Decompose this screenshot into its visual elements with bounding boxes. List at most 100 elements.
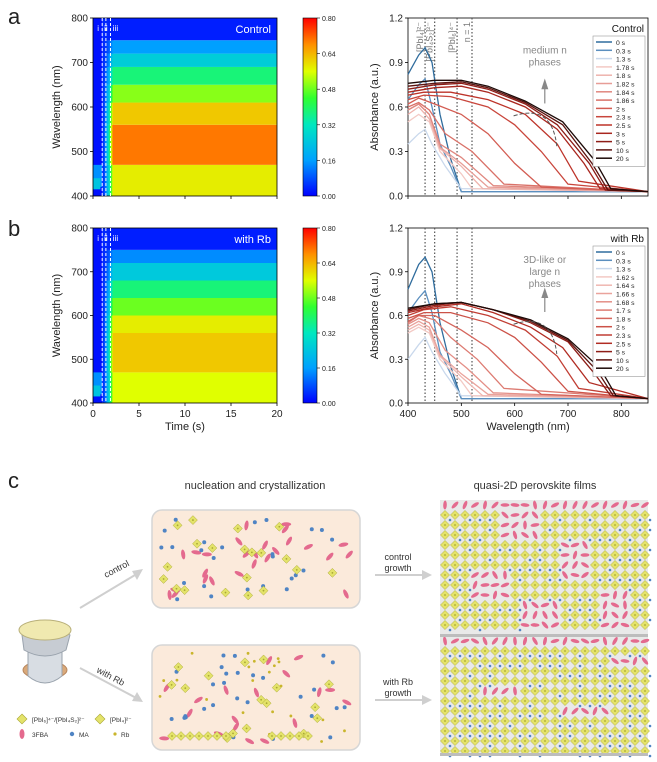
octahedron-center [316,717,319,720]
rb-ion [320,740,323,743]
octahedron-center [484,624,486,626]
heatmap-transition-cell [103,53,105,67]
heatmap-transition-cell [103,372,105,403]
y-tick-label: 400 [71,399,88,410]
schematic-title-left: nucleation and crystallization [185,480,326,492]
fba-molecule [159,736,170,741]
film-cation [478,704,482,708]
octahedron-center [504,720,506,722]
heatmap-transition-cell [106,84,108,103]
heatmap-transition-cell [110,53,112,67]
heatmap-transition-cell [106,124,108,165]
ma-molecule [261,675,266,680]
film-cation [628,654,632,658]
film-cation [518,608,522,612]
heatmap-transition-cell [103,315,105,333]
film-spacer [560,553,570,557]
octahedron-center [504,730,506,732]
series-line [407,314,649,400]
legend-item4-label: MA [79,732,89,739]
film-cation [558,548,562,552]
film-spacer [600,622,610,628]
film-rb [440,636,652,758]
heatmap-transition-cell [110,228,112,250]
heatmap-transition-cell [105,40,107,54]
octahedron-center [634,680,636,682]
colorbar-tick-label: 0.80 [322,226,336,233]
octahedron-center [494,750,496,752]
schematic-title-right: quasi-2D perovskite films [474,480,597,492]
octahedron-center [494,730,496,732]
heatmap-transition-cell [104,102,106,125]
octahedron-center [192,519,194,521]
y-axis-label: Wavelength (nm) [51,65,63,148]
heatmap-transition-cell [111,124,113,165]
octahedron-center [474,690,476,692]
heatmap-transition-cell [102,164,104,196]
octahedron-center [544,740,546,742]
heatmap-transition-cell [104,249,106,263]
heatmap-transition-cell [108,53,110,67]
film-cation [508,608,512,612]
colorbar-tick-label: 0.00 [322,401,336,408]
octahedron-center [624,730,626,732]
octahedron-center [189,735,191,737]
heatmap-transition-cell [110,333,112,373]
heatmap-transition-cell [104,164,106,196]
film-spacer [542,610,548,620]
octahedron-center [504,710,506,712]
octahedron-center [534,690,536,692]
heatmap-transition-cell [109,372,111,403]
octahedron-center [464,574,466,576]
series-line [407,113,649,193]
heatmap-transition-cell [112,40,114,54]
octahedron-center [634,690,636,692]
film-cation [618,744,622,748]
octahedron-center [260,698,263,701]
heatmap-transition-cell [107,18,109,41]
octahedron-center [444,554,446,556]
octahedron-center [584,594,586,596]
octahedron-center [524,584,526,586]
octahedron-center [514,680,516,682]
film-cation [628,684,632,688]
octahedron-center [514,564,516,566]
heatmap-transition-cell [111,102,113,125]
annotation-text: large n [530,267,561,278]
heatmap-transition-cell [103,66,105,85]
heatmap-transition-cell [111,298,113,316]
octahedron-center [634,624,636,626]
heatmap-transition-cell [108,102,110,125]
octahedron-center [604,670,606,672]
heatmap-transition-cell [109,84,111,103]
fba-molecule [181,549,186,560]
heatmap-transition-cell [108,40,110,54]
octahedron-center [594,650,596,652]
film-cation [558,578,562,582]
heatmap-transition-cell [106,315,108,333]
film-cation [448,744,452,748]
octahedron-center [289,735,291,737]
octahedron-center [444,680,446,682]
octahedron-center [594,534,596,536]
heatmap-transition-cell [111,124,113,165]
legend-rb-icon [113,732,117,736]
octahedron-center [544,584,546,586]
octahedron-center [634,604,636,606]
octahedron-center [644,554,646,556]
film-spacer [501,687,509,695]
octahedron-center [514,670,516,672]
octahedron-center [564,720,566,722]
panel-letter-c: c [8,468,19,493]
heatmap-transition-cell [104,263,106,281]
octahedron-center [614,690,616,692]
octahedron-center [574,700,576,702]
octahedron-center [534,554,536,556]
octahedron-center [574,740,576,742]
octahedron-center [584,680,586,682]
film-cation [638,578,642,582]
octahedron-center [444,584,446,586]
heatmap-transition-cell [110,164,112,196]
heatmap-transition-cell [111,280,113,298]
octahedron-center [454,514,456,516]
